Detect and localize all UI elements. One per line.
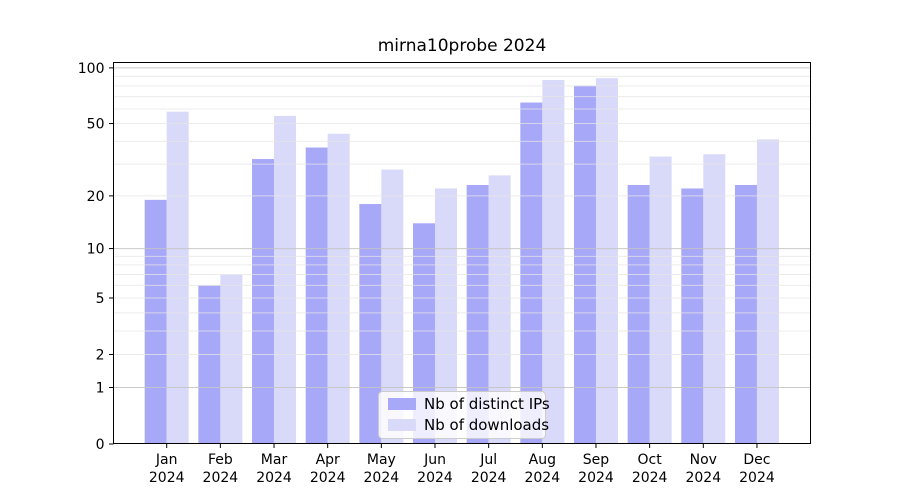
bar-distinct-ips-aug xyxy=(520,102,543,444)
bar-distinct-ips-oct xyxy=(627,184,650,444)
bar-downloads-aug xyxy=(542,80,565,444)
x-tick-label-month: Dec xyxy=(743,452,770,468)
y-tick-label: 5 xyxy=(96,291,105,307)
y-tick-label: 10 xyxy=(87,242,105,258)
x-tick-label-year: 2024 xyxy=(739,470,775,486)
bar-downloads-oct xyxy=(649,156,672,444)
bar-distinct-ips-nov xyxy=(681,188,704,444)
y-tick-label: 2 xyxy=(96,347,105,363)
legend-box xyxy=(378,391,546,439)
x-tick-label-year: 2024 xyxy=(685,470,721,486)
x-tick-label-year: 2024 xyxy=(471,470,507,486)
bar-downloads-nov xyxy=(703,154,726,444)
y-tick-label: 50 xyxy=(87,117,105,133)
x-tick-label-year: 2024 xyxy=(310,470,346,486)
grid-layer xyxy=(113,67,811,389)
bar-downloads-feb xyxy=(220,274,243,444)
x-tick-label-month: Oct xyxy=(638,452,663,468)
legend-label-distinct-ips: Nb of distinct IPs xyxy=(424,395,550,413)
x-tick-label-month: Nov xyxy=(690,452,717,468)
x-tick-label-year: 2024 xyxy=(203,470,239,486)
y-tick-label: 100 xyxy=(78,61,105,77)
plot-area-border xyxy=(113,62,811,444)
bar-downloads-jul xyxy=(488,175,511,444)
x-tick-label-month: Jul xyxy=(479,452,497,468)
x-tick-label-month: Aug xyxy=(529,452,556,468)
bars-layer xyxy=(144,78,779,444)
chart-title: mirna10probe 2024 xyxy=(378,36,547,56)
bar-distinct-ips-jan xyxy=(144,199,167,444)
y-tick-label: 1 xyxy=(96,381,105,397)
bar-downloads-mar xyxy=(274,115,297,444)
bar-distinct-ips-dec xyxy=(734,184,757,444)
bar-downloads-dec xyxy=(756,139,779,444)
x-tick-label-year: 2024 xyxy=(524,470,560,486)
y-tick-label: 20 xyxy=(87,189,105,205)
x-tick-label-year: 2024 xyxy=(256,470,292,486)
x-tick-label-month: Sep xyxy=(583,452,610,468)
bar-downloads-apr xyxy=(327,133,350,444)
x-tick-label-year: 2024 xyxy=(632,470,668,486)
bar-downloads-jan xyxy=(166,111,189,444)
x-tick-label-year: 2024 xyxy=(149,470,185,486)
axes-layer: 0 1 2 5 10 20 50 100 Jan 2024 Feb 2024 Mar 2024 Apr 202… xyxy=(78,61,775,486)
bar-downloads-jun xyxy=(435,188,457,444)
y-tick-label: 0 xyxy=(96,437,105,453)
x-tick-label-month: May xyxy=(367,452,396,468)
legend-label-downloads: Nb of downloads xyxy=(424,416,549,434)
legend-swatch-distinct-ips xyxy=(388,398,416,410)
bar-downloads-may xyxy=(381,169,404,444)
bar-distinct-ips-jul xyxy=(466,184,489,444)
bar-distinct-ips-may xyxy=(359,204,382,444)
x-tick-label-month: Mar xyxy=(261,452,288,468)
x-tick-label-year: 2024 xyxy=(364,470,400,486)
x-tick-label-year: 2024 xyxy=(417,470,453,486)
bar-distinct-ips-apr xyxy=(305,147,328,444)
bar-distinct-ips-mar xyxy=(252,159,275,444)
x-tick-label-month: Jan xyxy=(155,452,178,468)
legend-swatch-downloads xyxy=(388,419,416,431)
x-tick-label-month: Feb xyxy=(208,452,233,468)
x-tick-label-year: 2024 xyxy=(578,470,614,486)
legend: Nb of distinct IPs Nb of downloads xyxy=(378,391,550,439)
bar-distinct-ips-feb xyxy=(198,285,221,444)
bar-downloads-sep xyxy=(595,78,618,444)
x-tick-label-month: Jun xyxy=(423,452,446,468)
x-tick-label-month: Apr xyxy=(316,452,340,468)
bar-distinct-ips-jun xyxy=(413,223,435,444)
